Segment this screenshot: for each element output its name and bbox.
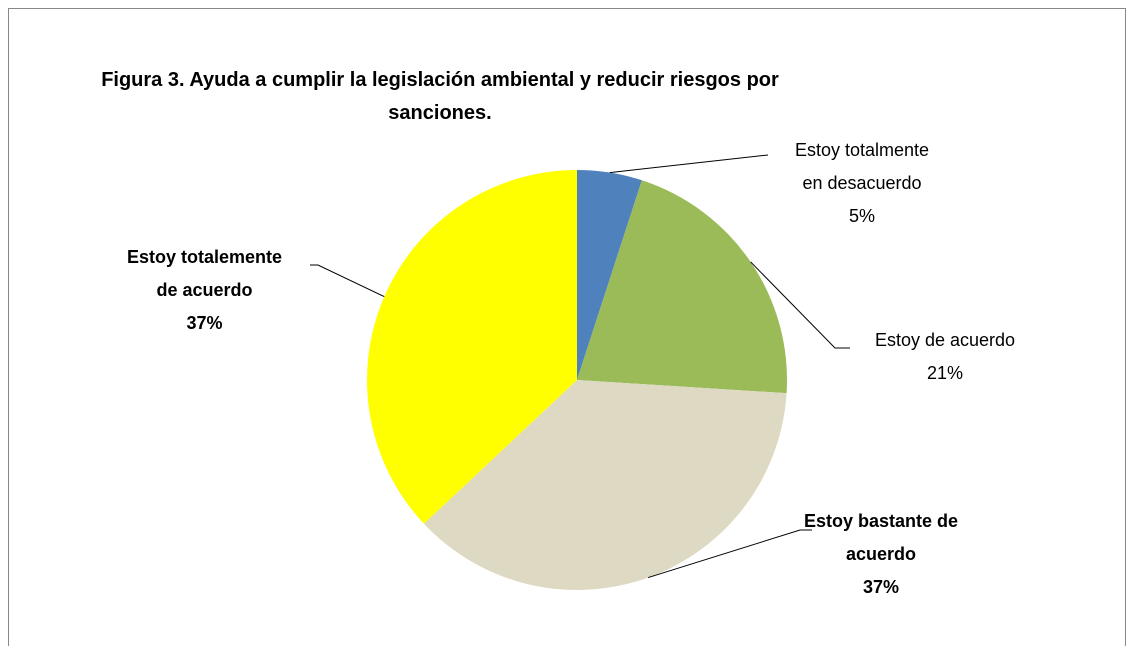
slice-label: Estoy totalmente en desacuerdo 5% [787,134,937,233]
pie-slice [577,170,642,380]
leader-line [609,154,769,174]
slice-label: Estoy totalemente de acuerdo 37% [122,241,287,340]
leader-line [647,529,812,579]
category-label: Estoy totalemente de acuerdo [126,247,283,300]
category-label: Estoy de acuerdo [874,330,1016,350]
chart-title: Figura 3. Ayuda a cumplir la legislación… [101,69,779,124]
slice-label: Estoy de acuerdo 21% [835,324,1055,390]
pie-slice [577,180,788,394]
leader-line [310,264,385,298]
leader-line [750,261,850,349]
pie-slice [423,380,787,591]
value-label: 5% [848,206,875,226]
category-label: Estoy totalmente en desacuerdo [794,140,930,193]
value-label: 37% [186,313,223,333]
slice-label: Estoy bastante de acuerdo 37% [796,505,966,604]
category-label: Estoy bastante de acuerdo [803,511,959,564]
pie-slice [367,170,577,524]
value-label: 21% [926,363,964,383]
value-label: 37% [862,577,900,597]
